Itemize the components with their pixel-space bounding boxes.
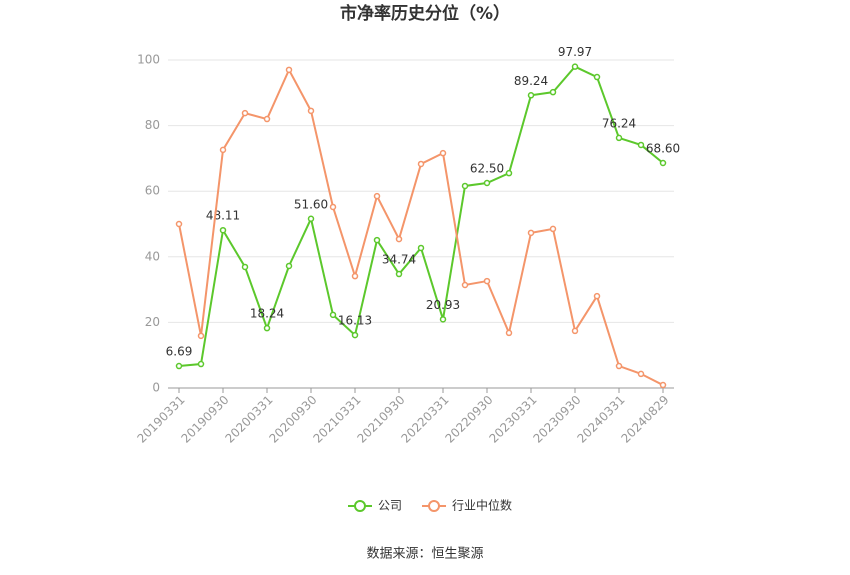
data-point (197, 332, 205, 340)
data-point (571, 63, 579, 70)
legend-label: 行业中位数 (452, 498, 512, 513)
data-point (571, 327, 579, 335)
data-point (373, 236, 381, 244)
data-point (461, 281, 469, 289)
data-label: 97.97 (558, 45, 592, 59)
data-point (417, 160, 425, 168)
x-tick-label: 20240829 (619, 393, 672, 446)
data-point (615, 362, 623, 370)
legend-marker (354, 500, 366, 512)
y-tick-label: 0 (152, 381, 160, 395)
data-point (527, 229, 535, 237)
data-label: 20.93 (426, 298, 460, 312)
y-tick-label: 100 (137, 53, 160, 67)
y-tick-label: 20 (145, 315, 160, 329)
data-point (483, 277, 491, 285)
data-point (175, 220, 183, 228)
data-label: 34.74 (382, 253, 416, 267)
data-label: 16.13 (338, 314, 372, 328)
data-point (197, 360, 205, 368)
data-label: 51.60 (294, 197, 328, 211)
data-point (329, 311, 337, 319)
data-point (175, 362, 183, 370)
data-point (263, 324, 271, 332)
y-tick-label: 40 (145, 249, 160, 263)
data-point (329, 203, 337, 211)
data-label: 6.69 (166, 345, 193, 359)
y-tick-label: 80 (145, 118, 160, 132)
data-point (593, 73, 601, 81)
data-point (285, 66, 293, 74)
data-point (505, 329, 513, 337)
source: 数据来源：恒生聚源 (366, 547, 483, 562)
data-point (373, 192, 381, 200)
data-label: 76.24 (602, 116, 636, 130)
legend-label: 公司 (378, 499, 402, 513)
data-label: 62.50 (470, 162, 504, 176)
series-line (178, 67, 664, 386)
data-point (637, 370, 645, 378)
data-point (659, 381, 667, 389)
data-point (615, 134, 623, 142)
data-point (505, 169, 513, 177)
series-line (178, 65, 664, 368)
data-point (549, 225, 557, 233)
chart-title: 市净率历史分位（%） (340, 3, 510, 24)
data-point (307, 215, 315, 223)
data-point (395, 270, 403, 278)
data-label: 89.24 (514, 74, 548, 88)
data-point (263, 115, 271, 123)
data-point (439, 316, 447, 323)
data-point (219, 226, 227, 234)
data-point (241, 109, 249, 117)
data-point (395, 235, 403, 243)
data-point (461, 182, 469, 190)
data-point (307, 107, 315, 115)
data-point (549, 88, 557, 96)
data-label: 68.60 (646, 141, 680, 155)
data-point (439, 149, 447, 157)
data-label: 48.11 (206, 209, 240, 223)
data-point (527, 92, 535, 99)
data-point (241, 263, 249, 271)
data-point (417, 244, 425, 252)
data-point (637, 141, 645, 149)
data-point (351, 331, 359, 339)
data-point (593, 292, 601, 300)
data-point (483, 179, 491, 187)
data-point (285, 262, 293, 270)
data-point (219, 146, 227, 154)
data-point (659, 159, 667, 167)
y-tick-label: 60 (145, 184, 160, 198)
data-point (351, 272, 359, 280)
legend-marker (428, 500, 441, 512)
data-label: 18.24 (250, 307, 284, 321)
